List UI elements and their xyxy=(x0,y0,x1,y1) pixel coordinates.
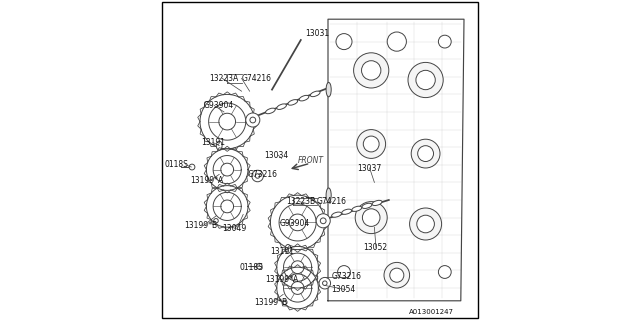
Text: G74216: G74216 xyxy=(242,74,271,83)
Circle shape xyxy=(354,53,389,88)
Circle shape xyxy=(323,281,327,285)
Ellipse shape xyxy=(372,200,382,205)
Text: 13199*A: 13199*A xyxy=(266,276,299,284)
Text: 13054: 13054 xyxy=(332,285,355,294)
Circle shape xyxy=(390,268,404,282)
Ellipse shape xyxy=(285,244,291,253)
Text: 13052: 13052 xyxy=(364,244,387,252)
Circle shape xyxy=(321,218,326,224)
Text: 13199*A: 13199*A xyxy=(191,176,223,185)
Circle shape xyxy=(410,208,442,240)
Ellipse shape xyxy=(288,100,298,105)
Circle shape xyxy=(255,174,260,178)
Circle shape xyxy=(316,214,330,228)
Circle shape xyxy=(438,266,451,278)
Circle shape xyxy=(384,262,410,288)
Circle shape xyxy=(362,209,380,227)
Circle shape xyxy=(418,146,433,162)
Text: G93904: G93904 xyxy=(204,101,234,110)
Ellipse shape xyxy=(216,141,222,150)
Circle shape xyxy=(338,266,351,278)
Text: 13191: 13191 xyxy=(202,138,226,147)
Text: 13199*B: 13199*B xyxy=(184,221,217,230)
Text: FRONT: FRONT xyxy=(298,156,324,165)
Circle shape xyxy=(355,202,387,234)
Ellipse shape xyxy=(326,83,332,97)
Circle shape xyxy=(189,164,195,170)
Circle shape xyxy=(283,300,287,305)
Circle shape xyxy=(336,34,352,50)
Text: A013001247: A013001247 xyxy=(410,309,454,315)
Text: 0118S: 0118S xyxy=(165,160,189,169)
Ellipse shape xyxy=(326,188,332,203)
Circle shape xyxy=(438,35,451,48)
Circle shape xyxy=(319,277,331,289)
Circle shape xyxy=(417,215,435,233)
Ellipse shape xyxy=(352,206,362,212)
Text: 13034: 13034 xyxy=(264,151,288,160)
Text: G93904: G93904 xyxy=(280,220,310,228)
Text: 13049: 13049 xyxy=(223,224,246,233)
Circle shape xyxy=(214,219,218,223)
Text: 13223B: 13223B xyxy=(287,197,316,206)
Text: 13031: 13031 xyxy=(306,29,330,38)
Circle shape xyxy=(357,130,385,158)
Text: G73216: G73216 xyxy=(248,170,278,179)
Text: 13223A: 13223A xyxy=(210,74,239,83)
Ellipse shape xyxy=(266,108,275,114)
Circle shape xyxy=(252,170,264,182)
Text: G73216: G73216 xyxy=(332,272,361,281)
Circle shape xyxy=(387,32,406,51)
Text: 13199*B: 13199*B xyxy=(254,298,287,307)
Ellipse shape xyxy=(299,95,309,101)
Circle shape xyxy=(250,117,256,123)
Text: G74216: G74216 xyxy=(317,197,347,206)
Text: 13037: 13037 xyxy=(357,164,381,172)
Ellipse shape xyxy=(276,104,287,109)
Text: 13191: 13191 xyxy=(270,247,294,256)
Ellipse shape xyxy=(310,91,320,97)
Circle shape xyxy=(256,263,262,269)
Circle shape xyxy=(416,70,435,90)
Circle shape xyxy=(412,139,440,168)
Ellipse shape xyxy=(342,209,351,214)
Text: 0118S: 0118S xyxy=(240,263,264,272)
Circle shape xyxy=(364,136,379,152)
Ellipse shape xyxy=(332,212,342,217)
Circle shape xyxy=(362,61,381,80)
Circle shape xyxy=(246,113,260,127)
Ellipse shape xyxy=(362,203,372,208)
Circle shape xyxy=(408,62,443,98)
